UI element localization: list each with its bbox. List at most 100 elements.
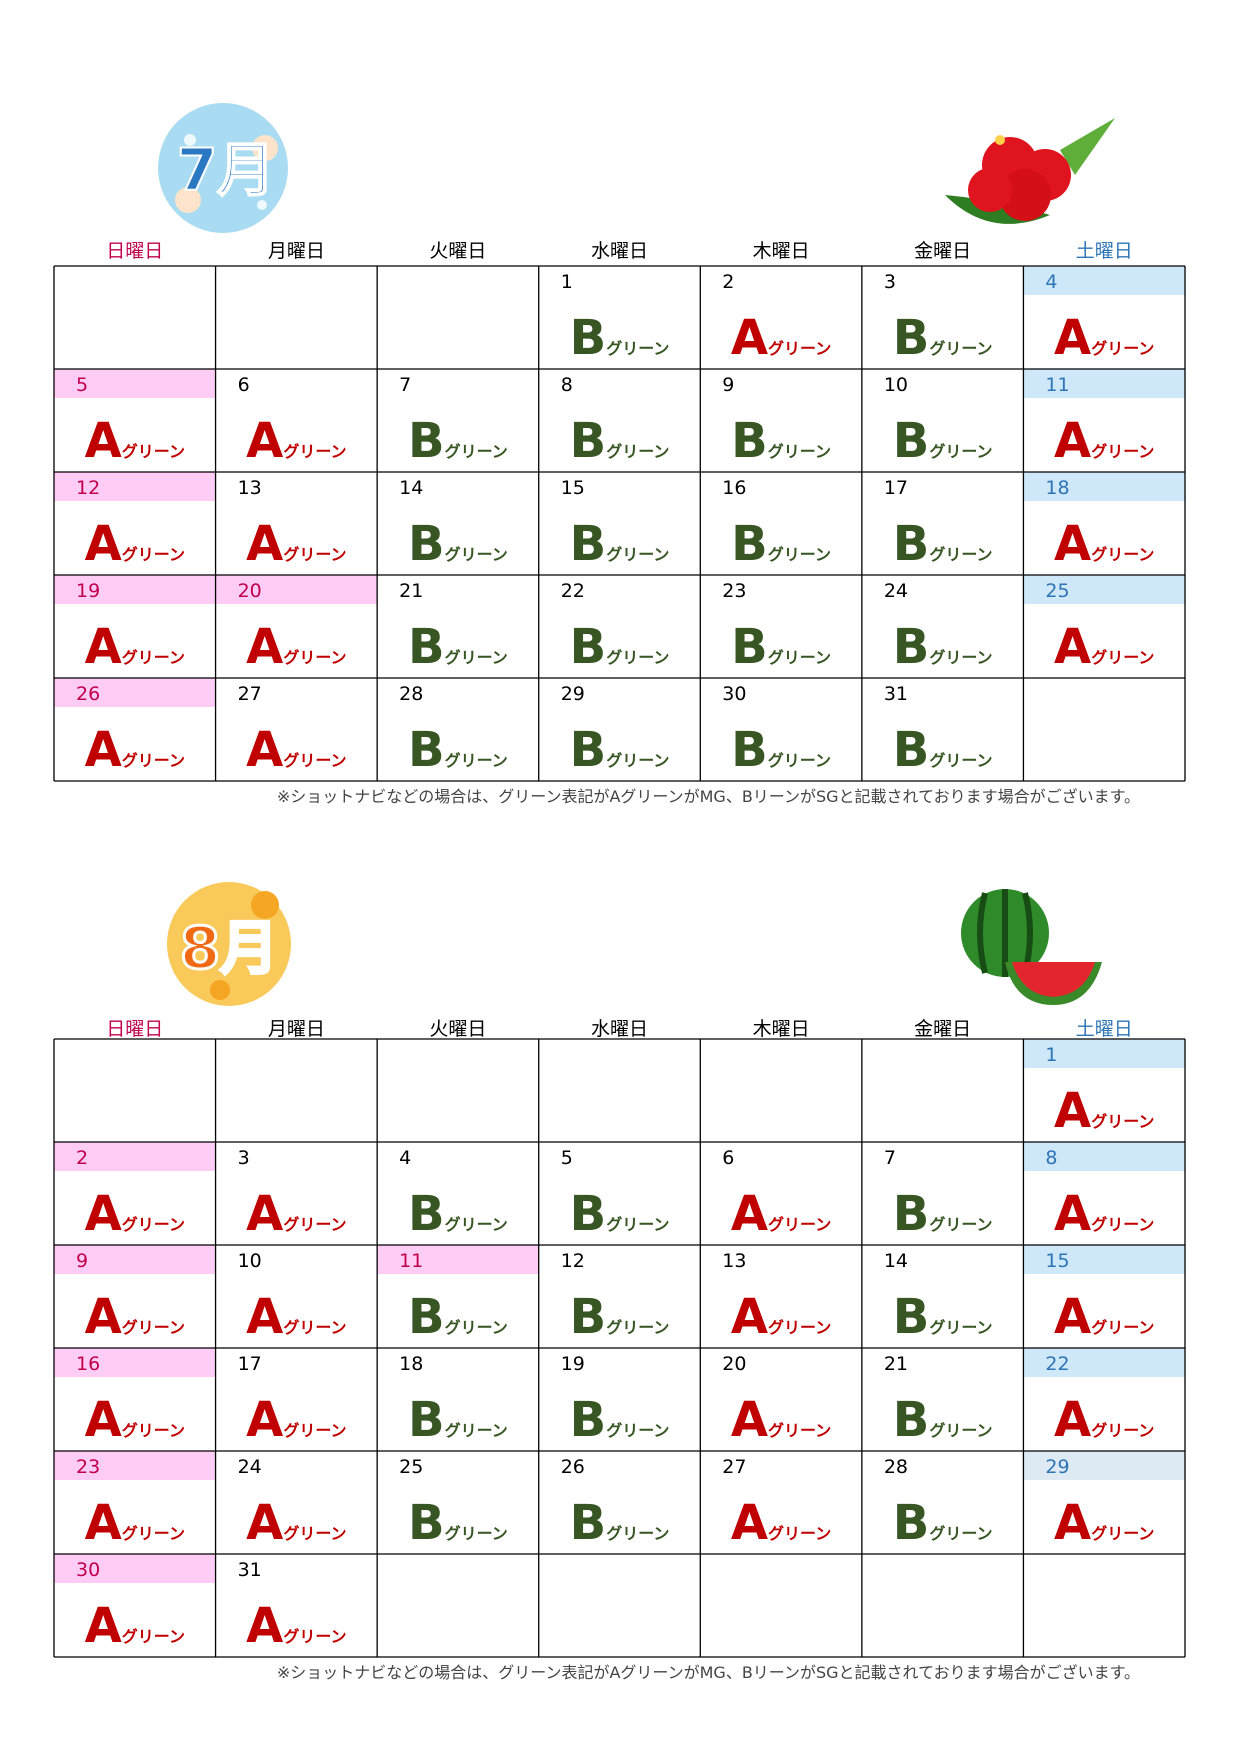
day-number: 16 xyxy=(722,477,746,499)
green-label: Bグリーン xyxy=(570,722,670,778)
day-number: 12 xyxy=(561,1250,585,1272)
green-letter: A xyxy=(85,1495,122,1551)
green-label: Bグリーン xyxy=(893,310,993,366)
green-suffix: グリーン xyxy=(122,1627,185,1646)
green-suffix: グリーン xyxy=(929,1318,992,1337)
green-letter: A xyxy=(246,413,283,469)
green-letter: B xyxy=(570,1289,607,1345)
green-letter: A xyxy=(246,516,283,572)
weekday-label: 土曜日 xyxy=(1076,240,1133,262)
green-label: Aグリーン xyxy=(1054,1186,1154,1242)
day-number: 15 xyxy=(1045,1250,1069,1272)
green-letter: A xyxy=(246,619,283,675)
green-label: Aグリーン xyxy=(1054,619,1154,675)
day-number: 7 xyxy=(399,374,411,396)
day-number: 17 xyxy=(884,477,908,499)
day-number: 16 xyxy=(76,1353,100,1375)
green-letter: B xyxy=(570,1186,607,1242)
green-label: Aグリーン xyxy=(246,722,346,778)
weekday-label: 金曜日 xyxy=(914,1018,971,1040)
green-suffix: グリーン xyxy=(768,1215,831,1234)
green-suffix: グリーン xyxy=(768,751,831,770)
green-label: Aグリーン xyxy=(85,1186,185,1242)
august-icon: 8月 xyxy=(167,882,291,1006)
green-letter: B xyxy=(731,516,768,572)
day-number: 9 xyxy=(722,374,734,396)
day-band xyxy=(1023,472,1185,501)
green-suffix: グリーン xyxy=(283,751,346,770)
green-letter: A xyxy=(246,1186,283,1242)
green-suffix: グリーン xyxy=(445,1524,508,1543)
weekday-label: 金曜日 xyxy=(914,240,971,262)
day-band xyxy=(1023,1142,1185,1171)
green-label: Aグリーン xyxy=(85,516,185,572)
green-suffix: グリーン xyxy=(606,1318,669,1337)
green-letter: B xyxy=(893,310,930,366)
green-letter: B xyxy=(893,516,930,572)
day-number: 25 xyxy=(1045,580,1069,602)
green-suffix: グリーン xyxy=(283,1627,346,1646)
green-suffix: グリーン xyxy=(929,751,992,770)
slice xyxy=(1012,962,1095,997)
day-band xyxy=(377,1245,539,1274)
green-letter: B xyxy=(893,413,930,469)
day-number: 1 xyxy=(561,271,573,293)
day-number: 23 xyxy=(76,1456,100,1478)
day-number: 18 xyxy=(1045,477,1069,499)
petal xyxy=(968,168,1012,212)
green-suffix: グリーン xyxy=(122,1318,185,1337)
day-band xyxy=(54,678,216,707)
green-letter: B xyxy=(408,1289,445,1345)
green-label: Bグリーン xyxy=(893,413,993,469)
petal xyxy=(999,169,1051,221)
green-letter: B xyxy=(570,722,607,778)
green-suffix: グリーン xyxy=(445,545,508,564)
green-label: Bグリーン xyxy=(893,1186,993,1242)
green-suffix: グリーン xyxy=(445,442,508,461)
green-label: Bグリーン xyxy=(731,619,831,675)
green-label: Aグリーン xyxy=(731,310,831,366)
green-suffix: グリーン xyxy=(768,1421,831,1440)
green-letter: B xyxy=(570,310,607,366)
green-suffix: グリーン xyxy=(1091,1318,1154,1337)
green-label: Aグリーン xyxy=(731,1186,831,1242)
green-letter: A xyxy=(246,1392,283,1448)
day-number: 5 xyxy=(76,374,88,396)
green-label: Aグリーン xyxy=(1054,413,1154,469)
star xyxy=(257,200,267,210)
green-suffix: グリーン xyxy=(606,1215,669,1234)
weekday-label: 水曜日 xyxy=(591,240,648,262)
green-label: Bグリーン xyxy=(893,619,993,675)
day-number: 19 xyxy=(561,1353,585,1375)
green-suffix: グリーン xyxy=(606,545,669,564)
day-number: 6 xyxy=(722,1147,734,1169)
green-suffix: グリーン xyxy=(1091,442,1154,461)
day-number: 29 xyxy=(1045,1456,1069,1478)
green-label: Bグリーン xyxy=(731,516,831,572)
green-letter: B xyxy=(570,1392,607,1448)
green-label: Bグリーン xyxy=(893,1289,993,1345)
green-label: Bグリーン xyxy=(408,1289,508,1345)
green-label: Aグリーン xyxy=(731,1289,831,1345)
green-letter: A xyxy=(1054,310,1091,366)
green-letter: A xyxy=(246,722,283,778)
green-suffix: グリーン xyxy=(929,1421,992,1440)
green-suffix: グリーン xyxy=(606,648,669,667)
green-suffix: グリーン xyxy=(768,545,831,564)
day-number: 3 xyxy=(884,271,896,293)
green-suffix: グリーン xyxy=(445,1318,508,1337)
green-letter: A xyxy=(731,1186,768,1242)
weekday-label: 木曜日 xyxy=(753,240,810,262)
day-number: 31 xyxy=(884,683,908,705)
green-suffix: グリーン xyxy=(1091,648,1154,667)
green-label: Aグリーン xyxy=(246,413,346,469)
day-number: 2 xyxy=(722,271,734,293)
green-suffix: グリーン xyxy=(445,1421,508,1440)
day-band xyxy=(54,1348,216,1377)
day-number: 12 xyxy=(76,477,100,499)
green-letter: A xyxy=(246,1495,283,1551)
weekday-label: 水曜日 xyxy=(591,1018,648,1040)
green-label: Bグリーン xyxy=(893,722,993,778)
weekday-label: 日曜日 xyxy=(106,1018,163,1040)
